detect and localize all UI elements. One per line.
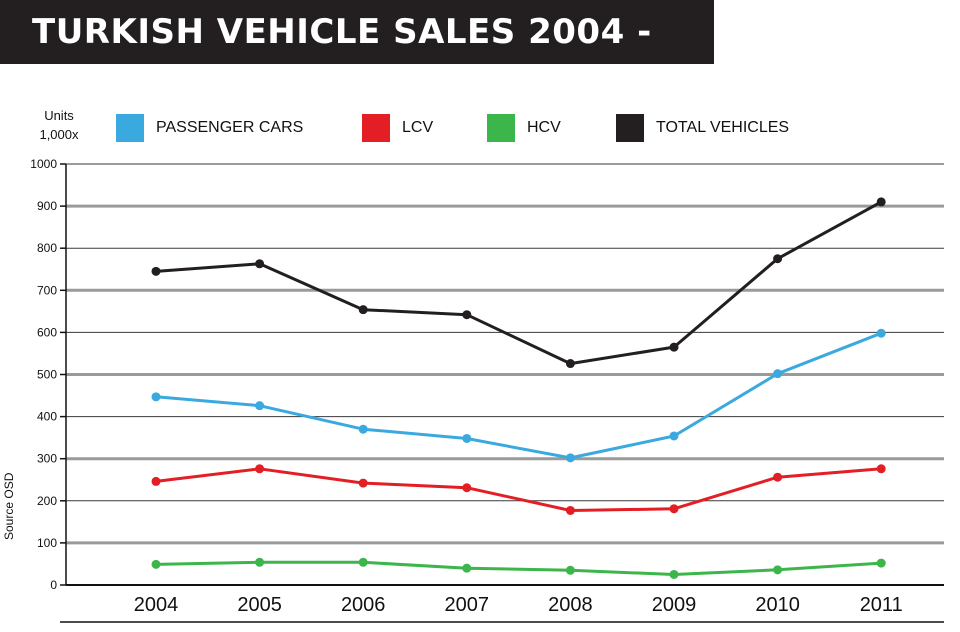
data-point-hcv-2004 <box>151 559 161 569</box>
units-label-line-2: 1,000x <box>39 127 79 142</box>
data-point-lcv-2004 <box>151 476 161 486</box>
x-tick-label-2005: 2005 <box>237 594 282 616</box>
data-point-lcv-2009 <box>669 504 679 514</box>
data-point-passenger-cars-2005 <box>255 401 265 411</box>
y-tick-label-900: 900 <box>37 199 57 213</box>
data-point-lcv-2007 <box>462 483 472 493</box>
legend-label-total-vehicles: TOTAL VEHICLES <box>656 119 790 136</box>
legend-swatch-lcv <box>362 114 390 142</box>
gridlines <box>66 163 944 545</box>
y-tick-label-400: 400 <box>37 410 57 424</box>
data-point-passenger-cars-2011 <box>876 328 886 338</box>
legend-item-lcv: LCV <box>362 114 433 142</box>
data-point-hcv-2010 <box>773 565 783 575</box>
legend-swatch-total-vehicles <box>616 114 644 142</box>
series-line-lcv <box>155 467 882 512</box>
legend-label-lcv: LCV <box>402 119 434 136</box>
y-tick-label-600: 600 <box>37 325 57 339</box>
data-point-passenger-cars-2007 <box>462 433 472 443</box>
y-tick-label-500: 500 <box>37 368 57 382</box>
legend-swatch-passenger-cars <box>116 114 144 142</box>
data-point-total-vehicles-2005 <box>255 259 265 269</box>
series-lines <box>155 200 882 576</box>
y-axis-ticks: 0 100 200 300 400 500 600 700 800 900 1000 <box>30 157 944 623</box>
legend-item-total-vehicles: TOTAL VEHICLES <box>616 114 789 142</box>
y-axis-units-label: Units 1,000x <box>24 106 94 144</box>
data-point-passenger-cars-2010 <box>773 369 783 379</box>
x-axis-ticks: 2004 2005 2006 2007 2008 2009 2010 2011 <box>134 594 903 616</box>
data-point-hcv-2005 <box>255 557 265 567</box>
x-tick-label-2010: 2010 <box>755 594 800 616</box>
data-point-total-vehicles-2010 <box>773 254 783 264</box>
y-tick-label-300: 300 <box>37 452 57 466</box>
legend-label-hcv: HCV <box>527 119 561 136</box>
series-points <box>151 197 886 579</box>
data-point-hcv-2009 <box>669 569 679 579</box>
data-point-hcv-2006 <box>358 557 368 567</box>
data-point-total-vehicles-2006 <box>358 305 368 315</box>
data-point-passenger-cars-2008 <box>565 453 575 463</box>
y-tick-label-0: 0 <box>50 578 57 592</box>
y-tick-label-200: 200 <box>37 494 57 508</box>
chart-title: TURKISH VEHICLE SALES 2004 - 2011 <box>0 0 714 116</box>
legend-label-passenger-cars: PASSENGER CARS <box>156 119 304 136</box>
y-tick-label-700: 700 <box>37 283 57 297</box>
x-tick-label-2008: 2008 <box>548 594 593 616</box>
data-point-total-vehicles-2007 <box>462 310 472 320</box>
data-point-passenger-cars-2009 <box>669 431 679 441</box>
data-point-passenger-cars-2004 <box>151 392 161 402</box>
data-point-total-vehicles-2009 <box>669 342 679 352</box>
series-line-passenger-cars <box>155 331 882 460</box>
data-point-total-vehicles-2008 <box>565 359 575 369</box>
data-point-lcv-2010 <box>773 472 783 482</box>
x-tick-label-2009: 2009 <box>652 594 697 616</box>
series-line-hcv <box>155 560 882 576</box>
data-point-lcv-2008 <box>565 505 575 515</box>
data-point-passenger-cars-2006 <box>358 424 368 434</box>
units-label-line-1: Units <box>44 108 74 123</box>
x-tick-label-2006: 2006 <box>341 594 386 616</box>
data-point-hcv-2007 <box>462 563 472 573</box>
data-point-hcv-2011 <box>876 558 886 568</box>
y-tick-label-1000: 1000 <box>30 157 57 171</box>
data-point-lcv-2006 <box>358 478 368 488</box>
x-tick-label-2007: 2007 <box>445 594 490 616</box>
data-point-total-vehicles-2011 <box>876 197 886 207</box>
legend-item-passenger-cars: PASSENGER CARS <box>116 114 303 142</box>
data-point-lcv-2005 <box>255 464 265 474</box>
data-point-lcv-2011 <box>876 464 886 474</box>
data-point-hcv-2008 <box>565 565 575 575</box>
x-tick-label-2011: 2011 <box>860 594 903 616</box>
legend-item-hcv: HCV <box>487 114 561 142</box>
y-tick-label-800: 800 <box>37 241 57 255</box>
series-line-total-vehicles <box>155 200 882 366</box>
x-tick-label-2004: 2004 <box>134 594 179 616</box>
legend-swatch-hcv <box>487 114 515 142</box>
y-tick-label-100: 100 <box>37 536 57 550</box>
data-point-total-vehicles-2004 <box>151 266 161 276</box>
